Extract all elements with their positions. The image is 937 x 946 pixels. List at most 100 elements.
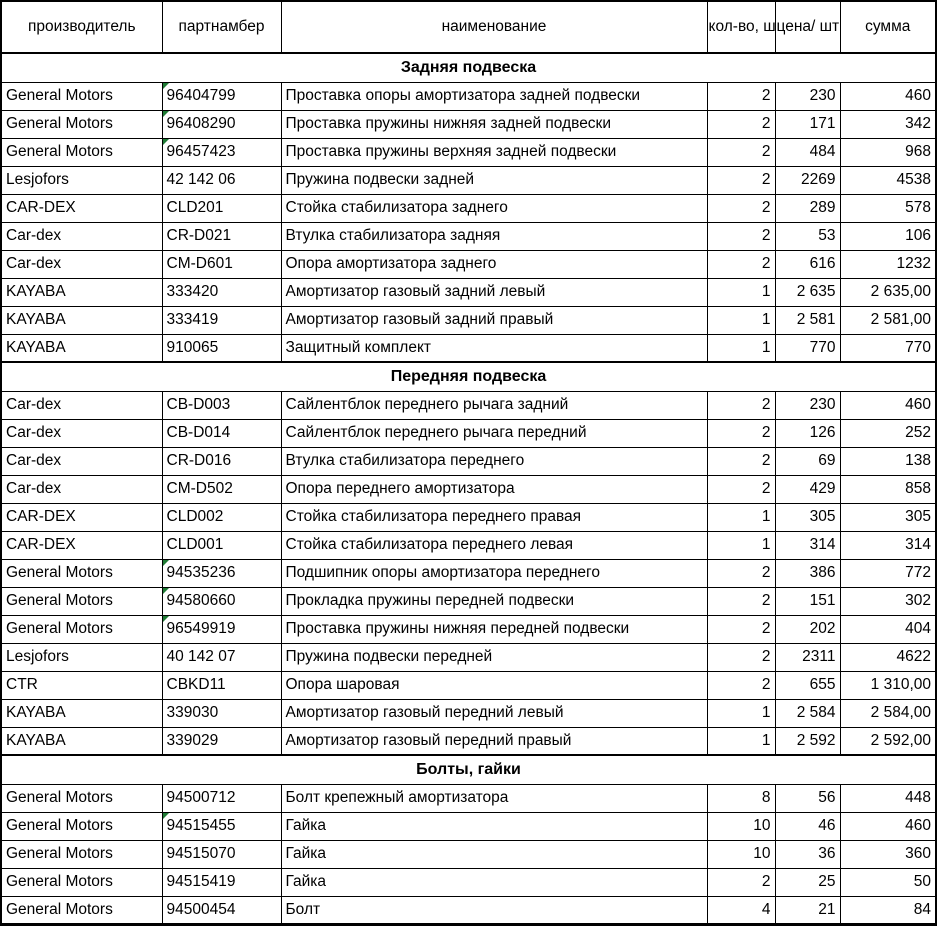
- cell-manufacturer[interactable]: General Motors: [0, 558, 163, 588]
- cell-name[interactable]: Стойка стабилизатора переднего левая: [280, 530, 708, 560]
- cell-qty[interactable]: 1: [706, 698, 776, 728]
- cell-sum[interactable]: 460: [839, 390, 937, 420]
- cell-qty[interactable]: 1: [706, 726, 776, 756]
- cell-qty[interactable]: 10: [706, 811, 776, 841]
- cell-manufacturer[interactable]: General Motors: [0, 614, 163, 644]
- cell-name[interactable]: Сайлентблок переднего рычага передний: [280, 418, 708, 448]
- cell-price[interactable]: 25: [774, 867, 841, 897]
- cell-partnumber[interactable]: 333420: [161, 277, 282, 307]
- cell-sum[interactable]: 138: [839, 446, 937, 476]
- cell-partnumber[interactable]: CM-D601: [161, 249, 282, 279]
- cell-manufacturer[interactable]: General Motors: [0, 783, 163, 813]
- cell-manufacturer[interactable]: Car-dex: [0, 390, 163, 420]
- header-manufacturer[interactable]: производитель: [0, 0, 163, 54]
- cell-partnumber[interactable]: 42 142 06: [161, 165, 282, 195]
- cell-partnumber[interactable]: 94500712: [161, 783, 282, 813]
- cell-qty[interactable]: 10: [706, 839, 776, 869]
- cell-sum[interactable]: 448: [839, 783, 937, 813]
- cell-qty[interactable]: 2: [706, 137, 776, 167]
- cell-price[interactable]: 386: [774, 558, 841, 588]
- header-price[interactable]: цена/ шт: [774, 0, 841, 54]
- cell-sum[interactable]: 84: [839, 895, 937, 925]
- cell-qty[interactable]: 4: [706, 895, 776, 925]
- cell-name[interactable]: Проставка пружины нижняя передней подвес…: [280, 614, 708, 644]
- cell-price[interactable]: 230: [774, 81, 841, 111]
- cell-name[interactable]: Проставка опоры амортизатора задней подв…: [280, 81, 708, 111]
- cell-name[interactable]: Гайка: [280, 867, 708, 897]
- cell-manufacturer[interactable]: General Motors: [0, 586, 163, 616]
- cell-name[interactable]: Сайлентблок переднего рычага задний: [280, 390, 708, 420]
- cell-partnumber[interactable]: CB-D014: [161, 418, 282, 448]
- cell-qty[interactable]: 1: [706, 530, 776, 560]
- cell-sum[interactable]: 106: [839, 221, 937, 251]
- cell-price[interactable]: 151: [774, 586, 841, 616]
- cell-name[interactable]: Опора шаровая: [280, 670, 708, 700]
- cell-price[interactable]: 2 635: [774, 277, 841, 307]
- cell-qty[interactable]: 2: [706, 867, 776, 897]
- cell-partnumber[interactable]: 910065: [161, 333, 282, 363]
- cell-price[interactable]: 36: [774, 839, 841, 869]
- cell-price[interactable]: 202: [774, 614, 841, 644]
- cell-partnumber[interactable]: CM-D502: [161, 474, 282, 504]
- section-title[interactable]: Задняя подвеска: [0, 52, 937, 83]
- cell-manufacturer[interactable]: KAYABA: [0, 305, 163, 335]
- cell-name[interactable]: Гайка: [280, 839, 708, 869]
- cell-name[interactable]: Болт крепежный амортизатора: [280, 783, 708, 813]
- cell-price[interactable]: 2 584: [774, 698, 841, 728]
- cell-qty[interactable]: 2: [706, 642, 776, 672]
- cell-manufacturer[interactable]: Car-dex: [0, 221, 163, 251]
- cell-partnumber[interactable]: 94515070: [161, 839, 282, 869]
- cell-qty[interactable]: 2: [706, 81, 776, 111]
- cell-qty[interactable]: 2: [706, 390, 776, 420]
- header-partnumber[interactable]: партнамбер: [161, 0, 282, 54]
- cell-manufacturer[interactable]: KAYABA: [0, 726, 163, 756]
- cell-sum[interactable]: 460: [839, 811, 937, 841]
- cell-qty[interactable]: 1: [706, 305, 776, 335]
- cell-qty[interactable]: 1: [706, 333, 776, 363]
- cell-name[interactable]: Гайка: [280, 811, 708, 841]
- cell-manufacturer[interactable]: CAR-DEX: [0, 502, 163, 532]
- cell-partnumber[interactable]: 339030: [161, 698, 282, 728]
- cell-partnumber[interactable]: CR-D021: [161, 221, 282, 251]
- cell-price[interactable]: 289: [774, 193, 841, 223]
- cell-manufacturer[interactable]: Lesjofors: [0, 642, 163, 672]
- cell-price[interactable]: 2 581: [774, 305, 841, 335]
- cell-sum[interactable]: 2 581,00: [839, 305, 937, 335]
- cell-price[interactable]: 46: [774, 811, 841, 841]
- cell-sum[interactable]: 772: [839, 558, 937, 588]
- cell-qty[interactable]: 2: [706, 474, 776, 504]
- cell-price[interactable]: 53: [774, 221, 841, 251]
- cell-partnumber[interactable]: 40 142 07: [161, 642, 282, 672]
- cell-sum[interactable]: 252: [839, 418, 937, 448]
- cell-name[interactable]: Опора амортизатора заднего: [280, 249, 708, 279]
- cell-sum[interactable]: 578: [839, 193, 937, 223]
- cell-manufacturer[interactable]: General Motors: [0, 895, 163, 925]
- cell-partnumber[interactable]: CR-D016: [161, 446, 282, 476]
- cell-qty[interactable]: 2: [706, 249, 776, 279]
- cell-partnumber[interactable]: CBKD11: [161, 670, 282, 700]
- cell-price[interactable]: 616: [774, 249, 841, 279]
- cell-manufacturer[interactable]: General Motors: [0, 81, 163, 111]
- cell-partnumber[interactable]: CB-D003: [161, 390, 282, 420]
- cell-qty[interactable]: 2: [706, 670, 776, 700]
- cell-qty[interactable]: 2: [706, 614, 776, 644]
- cell-price[interactable]: 126: [774, 418, 841, 448]
- cell-name[interactable]: Проставка пружины верхняя задней подвеск…: [280, 137, 708, 167]
- cell-price[interactable]: 2269: [774, 165, 841, 195]
- cell-name[interactable]: Болт: [280, 895, 708, 925]
- cell-sum[interactable]: 360: [839, 839, 937, 869]
- cell-manufacturer[interactable]: General Motors: [0, 811, 163, 841]
- cell-price[interactable]: 314: [774, 530, 841, 560]
- cell-sum[interactable]: 305: [839, 502, 937, 532]
- cell-price[interactable]: 305: [774, 502, 841, 532]
- section-title[interactable]: Передняя подвеска: [0, 361, 937, 392]
- cell-sum[interactable]: 404: [839, 614, 937, 644]
- cell-sum[interactable]: 314: [839, 530, 937, 560]
- cell-sum[interactable]: 342: [839, 109, 937, 139]
- cell-manufacturer[interactable]: CAR-DEX: [0, 193, 163, 223]
- cell-name[interactable]: Защитный комплект: [280, 333, 708, 363]
- cell-sum[interactable]: 1232: [839, 249, 937, 279]
- cell-qty[interactable]: 2: [706, 165, 776, 195]
- cell-partnumber[interactable]: 96457423: [161, 137, 282, 167]
- cell-partnumber[interactable]: 94515419: [161, 867, 282, 897]
